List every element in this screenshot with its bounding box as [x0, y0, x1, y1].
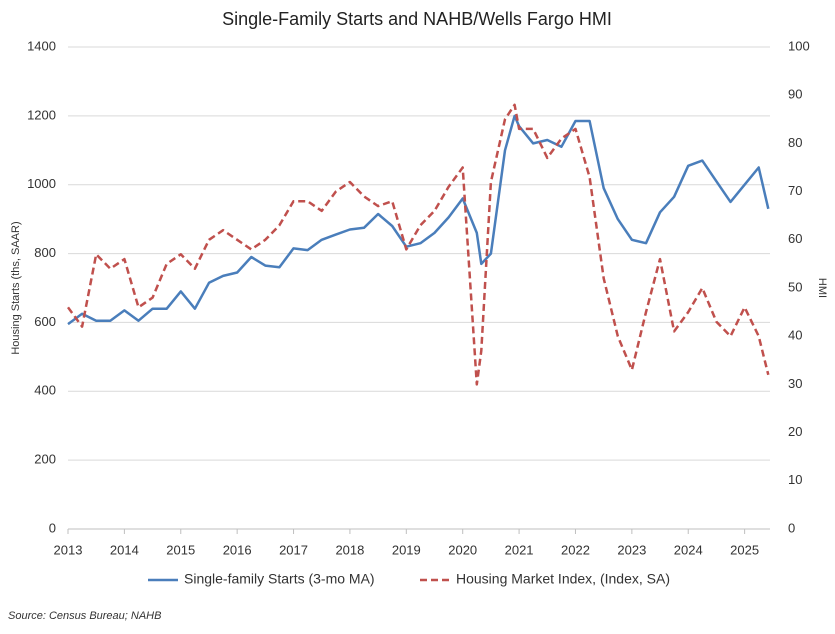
y-axis-label: Housing Starts (ths, SAAR) — [10, 221, 22, 354]
y2-tick-label: 50 — [788, 279, 802, 294]
legend-label: Housing Market Index, (Index, SA) — [456, 571, 670, 587]
x-tick-label: 2018 — [335, 542, 364, 557]
x-tick-label: 2021 — [505, 542, 534, 557]
y2-tick-label: 40 — [788, 328, 802, 343]
x-tick-label: 2019 — [392, 542, 421, 557]
x-tick-label: 2016 — [223, 542, 252, 557]
y2-tick-label: 10 — [788, 472, 802, 487]
source-note: Source: Census Bureau; NAHB — [8, 610, 161, 622]
y-tick-label: 1200 — [27, 107, 56, 122]
x-tick-label: 2013 — [54, 542, 83, 557]
series-line — [67, 114, 770, 326]
legend-label: Single-family Starts (3-mo MA) — [184, 571, 375, 587]
y2-tick-label: 90 — [788, 87, 802, 102]
x-tick-label: 2025 — [730, 542, 759, 557]
y2-tick-label: 0 — [788, 520, 795, 535]
x-tick-label: 2023 — [617, 542, 646, 557]
series-line — [66, 103, 770, 386]
y2-tick-label: 20 — [788, 424, 802, 439]
x-tick-label: 2015 — [166, 542, 195, 557]
x-tick-label: 2020 — [448, 542, 477, 557]
y2-tick-label: 100 — [788, 38, 810, 53]
y2-tick-label: 70 — [788, 183, 802, 198]
y-tick-label: 600 — [34, 314, 56, 329]
y-tick-label: 400 — [34, 383, 56, 398]
y-tick-label: 0 — [49, 520, 56, 535]
y2-tick-label: 30 — [788, 376, 802, 391]
y-tick-label: 200 — [34, 452, 56, 467]
x-tick-label: 2014 — [110, 542, 139, 557]
y2-tick-label: 60 — [788, 231, 802, 246]
y2-tick-label: 80 — [788, 135, 802, 150]
x-tick-label: 2022 — [561, 542, 590, 557]
chart-title: Single-Family Starts and NAHB/Wells Farg… — [222, 9, 612, 29]
y2-axis-label: HMI — [816, 278, 828, 298]
y-tick-label: 800 — [34, 245, 56, 260]
y-tick-label: 1000 — [27, 176, 56, 191]
x-tick-label: 2024 — [674, 542, 703, 557]
x-tick-label: 2017 — [279, 542, 308, 557]
y-tick-label: 1400 — [27, 38, 56, 53]
